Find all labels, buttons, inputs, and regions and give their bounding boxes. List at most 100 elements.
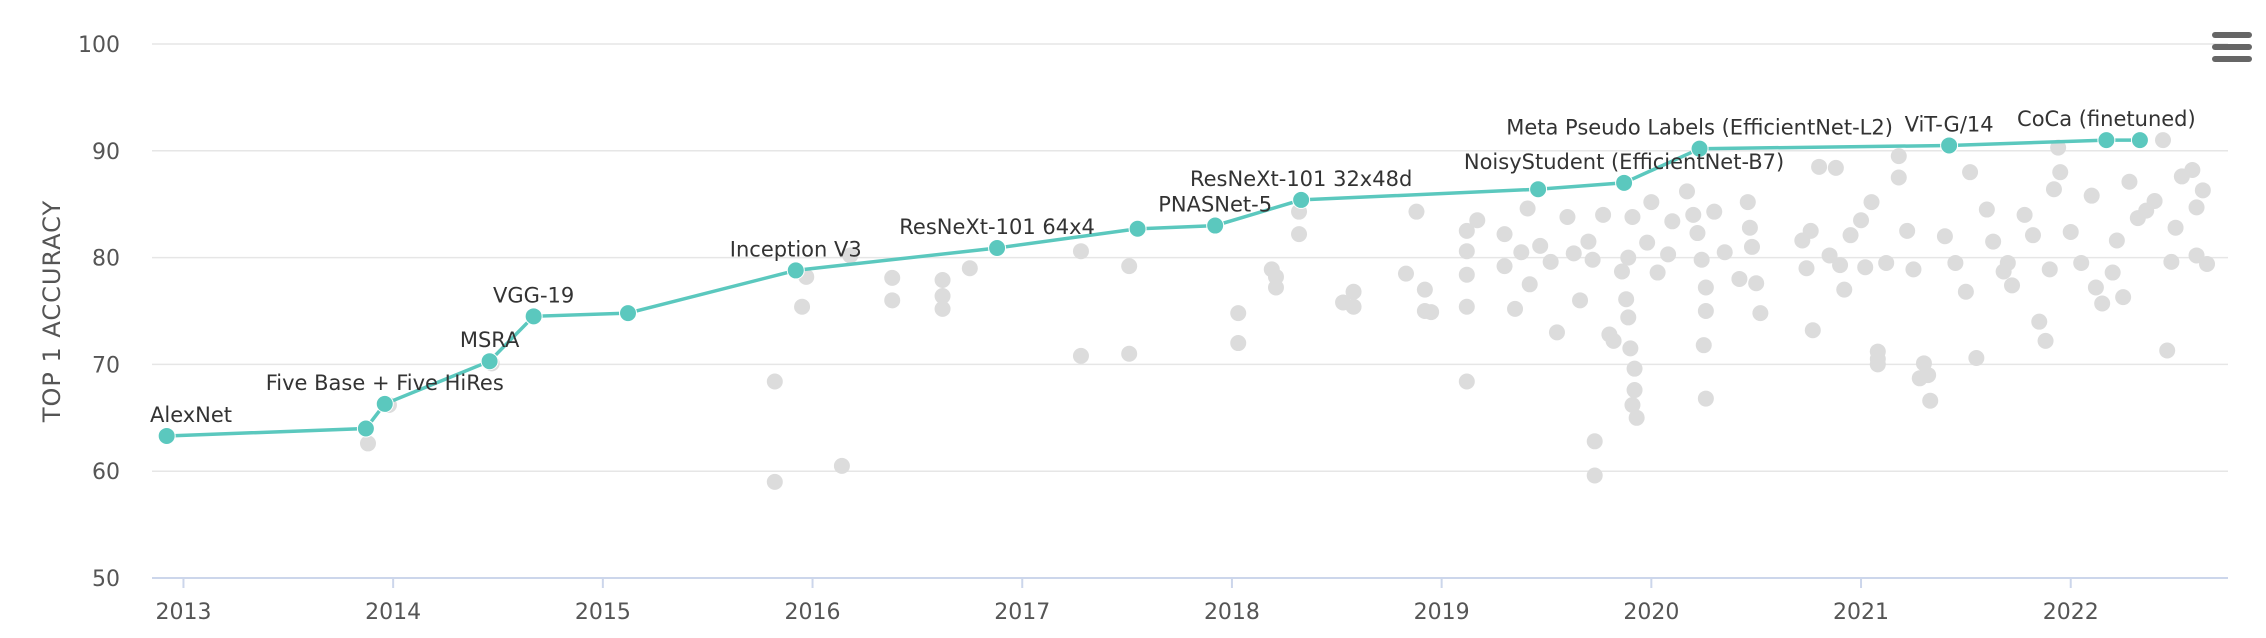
other-model-point <box>1496 226 1513 243</box>
frontier-point-label: ResNeXt-101 64x4 <box>899 215 1095 239</box>
frontier-point <box>2097 131 2116 150</box>
other-model-point <box>1624 396 1641 413</box>
frontier-point <box>1940 136 1959 155</box>
other-model-point <box>1748 275 1765 292</box>
other-model-point <box>2188 247 2205 264</box>
other-model-point <box>1397 265 1414 282</box>
other-model-point <box>2115 289 2132 306</box>
other-model-point <box>1072 347 1089 364</box>
other-model-point <box>1620 309 1637 326</box>
x-axis-tick-labels: 2013 2014 2015 2016 2017 2018 2019 2020 2021 2022 <box>155 600 2098 625</box>
other-model-point <box>1408 203 1425 220</box>
x-tick-label: 2014 <box>365 600 421 625</box>
other-model-point <box>1458 298 1475 315</box>
y-axis-title: TOP 1 ACCURACY <box>38 200 66 423</box>
other-model-point <box>1863 194 1880 211</box>
other-model-point <box>1584 251 1601 268</box>
other-model-point <box>2094 295 2111 312</box>
y-tick-label: 80 <box>92 247 120 272</box>
x-tick-label: 2022 <box>2043 600 2099 625</box>
x-tick-label: 2020 <box>1623 600 1679 625</box>
other-model-point <box>1752 305 1769 322</box>
other-model-point <box>1731 270 1748 287</box>
other-model-point <box>1613 263 1630 280</box>
other-model-point <box>1947 254 1964 271</box>
y-tick-label: 100 <box>78 33 120 58</box>
other-model-point <box>2163 253 2180 270</box>
other-model-point <box>1267 279 1284 296</box>
frontier-point <box>157 426 176 445</box>
other-model-point <box>1957 283 1974 300</box>
other-model-point <box>1559 209 1576 226</box>
frontier-point <box>1615 173 1634 192</box>
other-model-point <box>2159 342 2176 359</box>
other-model-point <box>934 272 951 289</box>
y-tick-label: 70 <box>92 353 120 378</box>
other-model-point <box>2104 264 2121 281</box>
other-model-point <box>1622 340 1639 357</box>
other-model-point <box>1542 253 1559 270</box>
other-model-point <box>1639 234 1656 251</box>
frontier-point <box>1690 139 1709 158</box>
other-model-point <box>934 300 951 317</box>
frontier-point-label: Five Base + Five HiRes <box>266 371 504 395</box>
other-model-point <box>1496 258 1513 275</box>
other-model-point <box>1890 148 1907 165</box>
x-tick-label: 2017 <box>994 600 1050 625</box>
frontier-point <box>1529 180 1548 199</box>
other-model-point <box>2194 182 2211 199</box>
other-model-point <box>1678 183 1695 200</box>
other-model-point <box>1649 264 1666 281</box>
other-model-point <box>1697 390 1714 407</box>
y-tick-label: 50 <box>92 567 120 592</box>
other-model-point <box>2041 261 2058 278</box>
other-model-point <box>1853 212 1870 229</box>
frontier-point <box>375 394 394 413</box>
frontier-point-label: ViT-G/14 <box>1905 112 1994 136</box>
other-model-point <box>961 260 978 277</box>
other-model-point <box>1624 209 1641 226</box>
other-model-point <box>2154 132 2171 149</box>
frontier-point-labels: AlexNet Five Base + Five HiRes MSRA VGG-19 I… <box>150 107 2196 427</box>
other-model-point <box>842 247 859 264</box>
other-model-point <box>1618 291 1635 308</box>
other-model-point <box>2121 173 2138 190</box>
other-model-point <box>1821 247 1838 264</box>
frontier-series <box>157 131 2149 445</box>
other-model-point <box>1572 292 1589 309</box>
frontier-point <box>1206 216 1225 235</box>
other-model-point <box>2052 164 2069 181</box>
chart-menu-button[interactable] <box>2212 30 2252 64</box>
other-model-point <box>1628 409 1645 426</box>
y-tick-label: 60 <box>92 460 120 485</box>
other-model-point <box>1693 251 1710 268</box>
other-model-point <box>1804 322 1821 339</box>
other-model-point <box>1423 304 1440 321</box>
other-model-point <box>1689 225 1706 242</box>
frontier-point <box>1292 190 1311 209</box>
other-model-point <box>1899 222 1916 239</box>
other-model-point <box>884 292 901 309</box>
other-model-point <box>2083 187 2100 204</box>
y-axis-tick-labels: 50 60 70 80 90 100 <box>78 33 120 592</box>
other-model-point <box>1697 279 1714 296</box>
other-model-point <box>884 269 901 286</box>
other-model-point <box>1827 159 1844 176</box>
other-model-point <box>1521 276 1538 293</box>
other-model-point <box>1345 283 1362 300</box>
frontier-point-label: MSRA <box>460 328 520 352</box>
other-model-point <box>766 473 783 490</box>
other-model-point <box>1595 206 1612 223</box>
hamburger-icon <box>2212 32 2252 62</box>
frontier-point-label: PNASNet-5 <box>1158 193 1272 217</box>
other-model-point <box>1620 249 1637 266</box>
other-model-point <box>1741 219 1758 236</box>
other-model-point <box>1121 345 1138 362</box>
other-model-point <box>1922 392 1939 409</box>
x-tick-label: 2019 <box>1414 600 1470 625</box>
frontier-point-label: NoisyStudent (EfficientNet-B7) <box>1464 150 1784 174</box>
other-model-point <box>1469 212 1486 229</box>
frontier-point <box>619 304 638 323</box>
other-model-point <box>2004 277 2021 294</box>
frontier-point-label: AlexNet <box>150 403 232 427</box>
